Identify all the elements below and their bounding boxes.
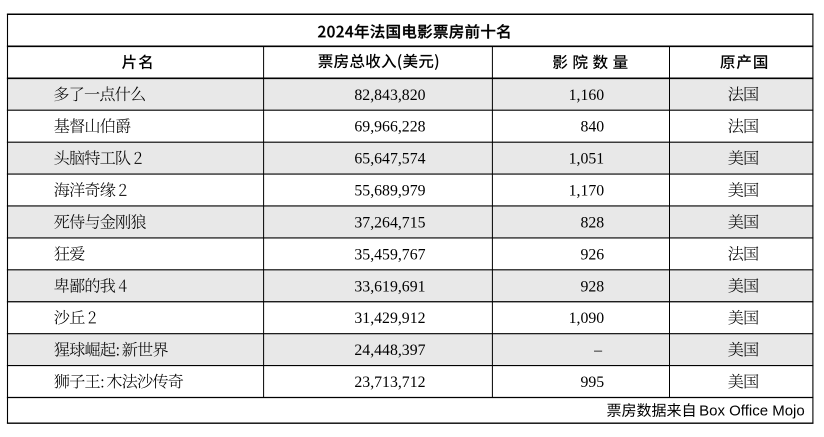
svg-text:65,647,574: 65,647,574 <box>354 151 425 168</box>
svg-text:828: 828 <box>580 214 604 231</box>
svg-text:23,713,712: 23,713,712 <box>354 374 425 391</box>
svg-text:82,843,820: 82,843,820 <box>354 87 425 104</box>
svg-text:926: 926 <box>580 246 604 263</box>
svg-text:1,160: 1,160 <box>569 87 605 104</box>
svg-text:840: 840 <box>580 119 604 136</box>
svg-text:35,459,767: 35,459,767 <box>354 246 425 263</box>
svg-text:–: – <box>593 342 602 359</box>
svg-text:Box Office Mojo: Box Office Mojo <box>699 402 805 419</box>
svg-text:1,090: 1,090 <box>569 310 605 327</box>
svg-text:33,619,691: 33,619,691 <box>354 278 425 295</box>
svg-text:55,689,979: 55,689,979 <box>354 183 425 200</box>
svg-text:995: 995 <box>580 374 604 391</box>
svg-text:31,429,912: 31,429,912 <box>354 310 425 327</box>
svg-text:24,448,397: 24,448,397 <box>354 342 425 359</box>
svg-text:1,170: 1,170 <box>569 183 605 200</box>
svg-text:69,966,228: 69,966,228 <box>354 119 425 136</box>
svg-text:1,051: 1,051 <box>569 151 605 168</box>
svg-text:37,264,715: 37,264,715 <box>354 214 425 231</box>
svg-text:928: 928 <box>580 278 604 295</box>
